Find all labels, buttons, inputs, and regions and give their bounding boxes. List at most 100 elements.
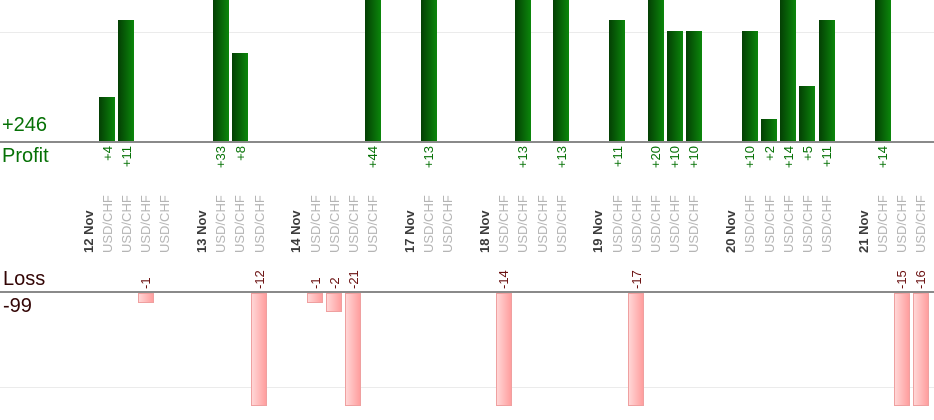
- profit-value-label: +11: [819, 146, 835, 168]
- date-label: 17 Nov: [401, 210, 417, 253]
- instrument-label: USD/CHF: [99, 195, 115, 253]
- profit-bar[interactable]: [364, 0, 381, 141]
- instrument-label: USD/CHF: [326, 195, 342, 253]
- instrument-label: USD/CHF: [138, 195, 154, 253]
- profit-total-label: +246: [2, 114, 48, 136]
- instrument-label: USD/CHF: [421, 195, 436, 253]
- profit-bar[interactable]: [514, 0, 531, 141]
- profit-value-label: +33: [213, 146, 229, 169]
- profit-bar[interactable]: [666, 31, 683, 141]
- date-label: 21 Nov: [855, 210, 871, 253]
- profit-bar[interactable]: [647, 0, 664, 141]
- loss-total-label: -99: [3, 295, 32, 317]
- instrument-label: USD/CHF: [307, 195, 323, 253]
- loss-bar[interactable]: [137, 293, 154, 303]
- instrument-label: USD/CHF: [515, 195, 531, 253]
- profit-bar[interactable]: [118, 20, 135, 141]
- profit-value-label: +11: [118, 146, 134, 168]
- loss-bar[interactable]: [495, 293, 512, 406]
- loss-value-label: -1: [138, 277, 154, 289]
- loss-axis-title: Loss: [3, 268, 46, 290]
- profit-value-label: +8: [232, 146, 248, 161]
- profit-value-label: +10: [742, 146, 758, 169]
- profit-value-label: +10: [686, 146, 702, 169]
- loss-bar[interactable]: [307, 293, 323, 303]
- profit-bar[interactable]: [874, 0, 891, 141]
- instrument-label: USD/CHF: [157, 195, 173, 253]
- profit-axis-line: [0, 141, 934, 143]
- loss-value-label: -1: [307, 277, 323, 289]
- instrument-label: USD/CHF: [875, 195, 890, 253]
- profit-value-label: +2: [761, 146, 777, 161]
- loss-bar[interactable]: [628, 293, 645, 406]
- date-label: 18 Nov: [476, 210, 492, 253]
- instrument-label: USD/CHF: [913, 195, 929, 253]
- profit-value-label: +11: [609, 146, 625, 168]
- profit-bar[interactable]: [799, 86, 816, 141]
- profit-value-label: +13: [553, 146, 569, 169]
- instrument-label: USD/CHF: [553, 195, 569, 253]
- profit-value-label: +13: [421, 146, 436, 169]
- profit-bar[interactable]: [609, 20, 626, 141]
- date-label: 13 Nov: [194, 210, 209, 253]
- loss-bar[interactable]: [912, 293, 929, 406]
- loss-bar[interactable]: [326, 293, 343, 312]
- profit-bar[interactable]: [741, 31, 758, 141]
- date-label: 19 Nov: [590, 210, 606, 253]
- date-label: 12 Nov: [80, 210, 96, 253]
- instrument-label: USD/CHF: [232, 195, 248, 253]
- loss-value-label: -14: [496, 270, 512, 289]
- instrument-label: USD/CHF: [780, 195, 796, 253]
- instrument-label: USD/CHF: [345, 195, 361, 253]
- loss-value-label: -16: [913, 270, 929, 289]
- instrument-label: USD/CHF: [365, 195, 381, 253]
- loss-value-label: -12: [251, 270, 267, 289]
- date-label: 14 Nov: [288, 210, 304, 253]
- profit-value-label: +5: [799, 146, 815, 161]
- loss-value-label: -21: [345, 270, 361, 289]
- instrument-label: USD/CHF: [742, 195, 758, 253]
- profit-value-label: +20: [648, 146, 663, 169]
- loss-bar[interactable]: [893, 293, 910, 406]
- instrument-label: USD/CHF: [799, 195, 815, 253]
- profit-bar[interactable]: [761, 119, 777, 141]
- loss-value-label: -17: [628, 270, 644, 289]
- loss-bar[interactable]: [345, 293, 362, 406]
- instrument-label: USD/CHF: [648, 195, 663, 253]
- profit-bar[interactable]: [780, 0, 797, 141]
- date-label: 20 Nov: [723, 210, 739, 253]
- loss-value-label: -15: [894, 270, 910, 289]
- loss-axis-line: [0, 291, 934, 293]
- instrument-label: USD/CHF: [213, 195, 229, 253]
- instrument-label: USD/CHF: [251, 195, 267, 253]
- instrument-label: USD/CHF: [118, 195, 134, 253]
- profit-bar[interactable]: [99, 97, 116, 141]
- profit-bar[interactable]: [685, 31, 702, 141]
- profit-bar[interactable]: [420, 0, 437, 141]
- profit-axis-title: Profit: [2, 145, 49, 167]
- profit-value-label: +10: [667, 146, 683, 169]
- profit-bar[interactable]: [818, 20, 835, 141]
- instrument-label: USD/CHF: [894, 195, 910, 253]
- profit-value-label: +4: [99, 146, 115, 161]
- profit-bar[interactable]: [553, 0, 570, 141]
- instrument-label: USD/CHF: [628, 195, 644, 253]
- profit-value-label: +44: [365, 146, 381, 169]
- instrument-label: USD/CHF: [440, 195, 456, 253]
- loss-bar[interactable]: [251, 293, 268, 406]
- profit-value-label: +14: [780, 146, 796, 169]
- instrument-label: USD/CHF: [609, 195, 625, 253]
- instrument-label: USD/CHF: [667, 195, 683, 253]
- instrument-label: USD/CHF: [496, 195, 512, 253]
- instrument-label: USD/CHF: [686, 195, 702, 253]
- profit-bar[interactable]: [212, 0, 229, 141]
- profit-value-label: +14: [875, 146, 890, 169]
- instrument-label: USD/CHF: [761, 195, 777, 253]
- instrument-label: USD/CHF: [534, 195, 550, 253]
- loss-value-label: -2: [326, 277, 342, 289]
- profit-bar[interactable]: [231, 53, 248, 141]
- profit-gridline: [0, 32, 934, 33]
- profit-value-label: +13: [515, 146, 531, 169]
- instrument-label: USD/CHF: [819, 195, 835, 253]
